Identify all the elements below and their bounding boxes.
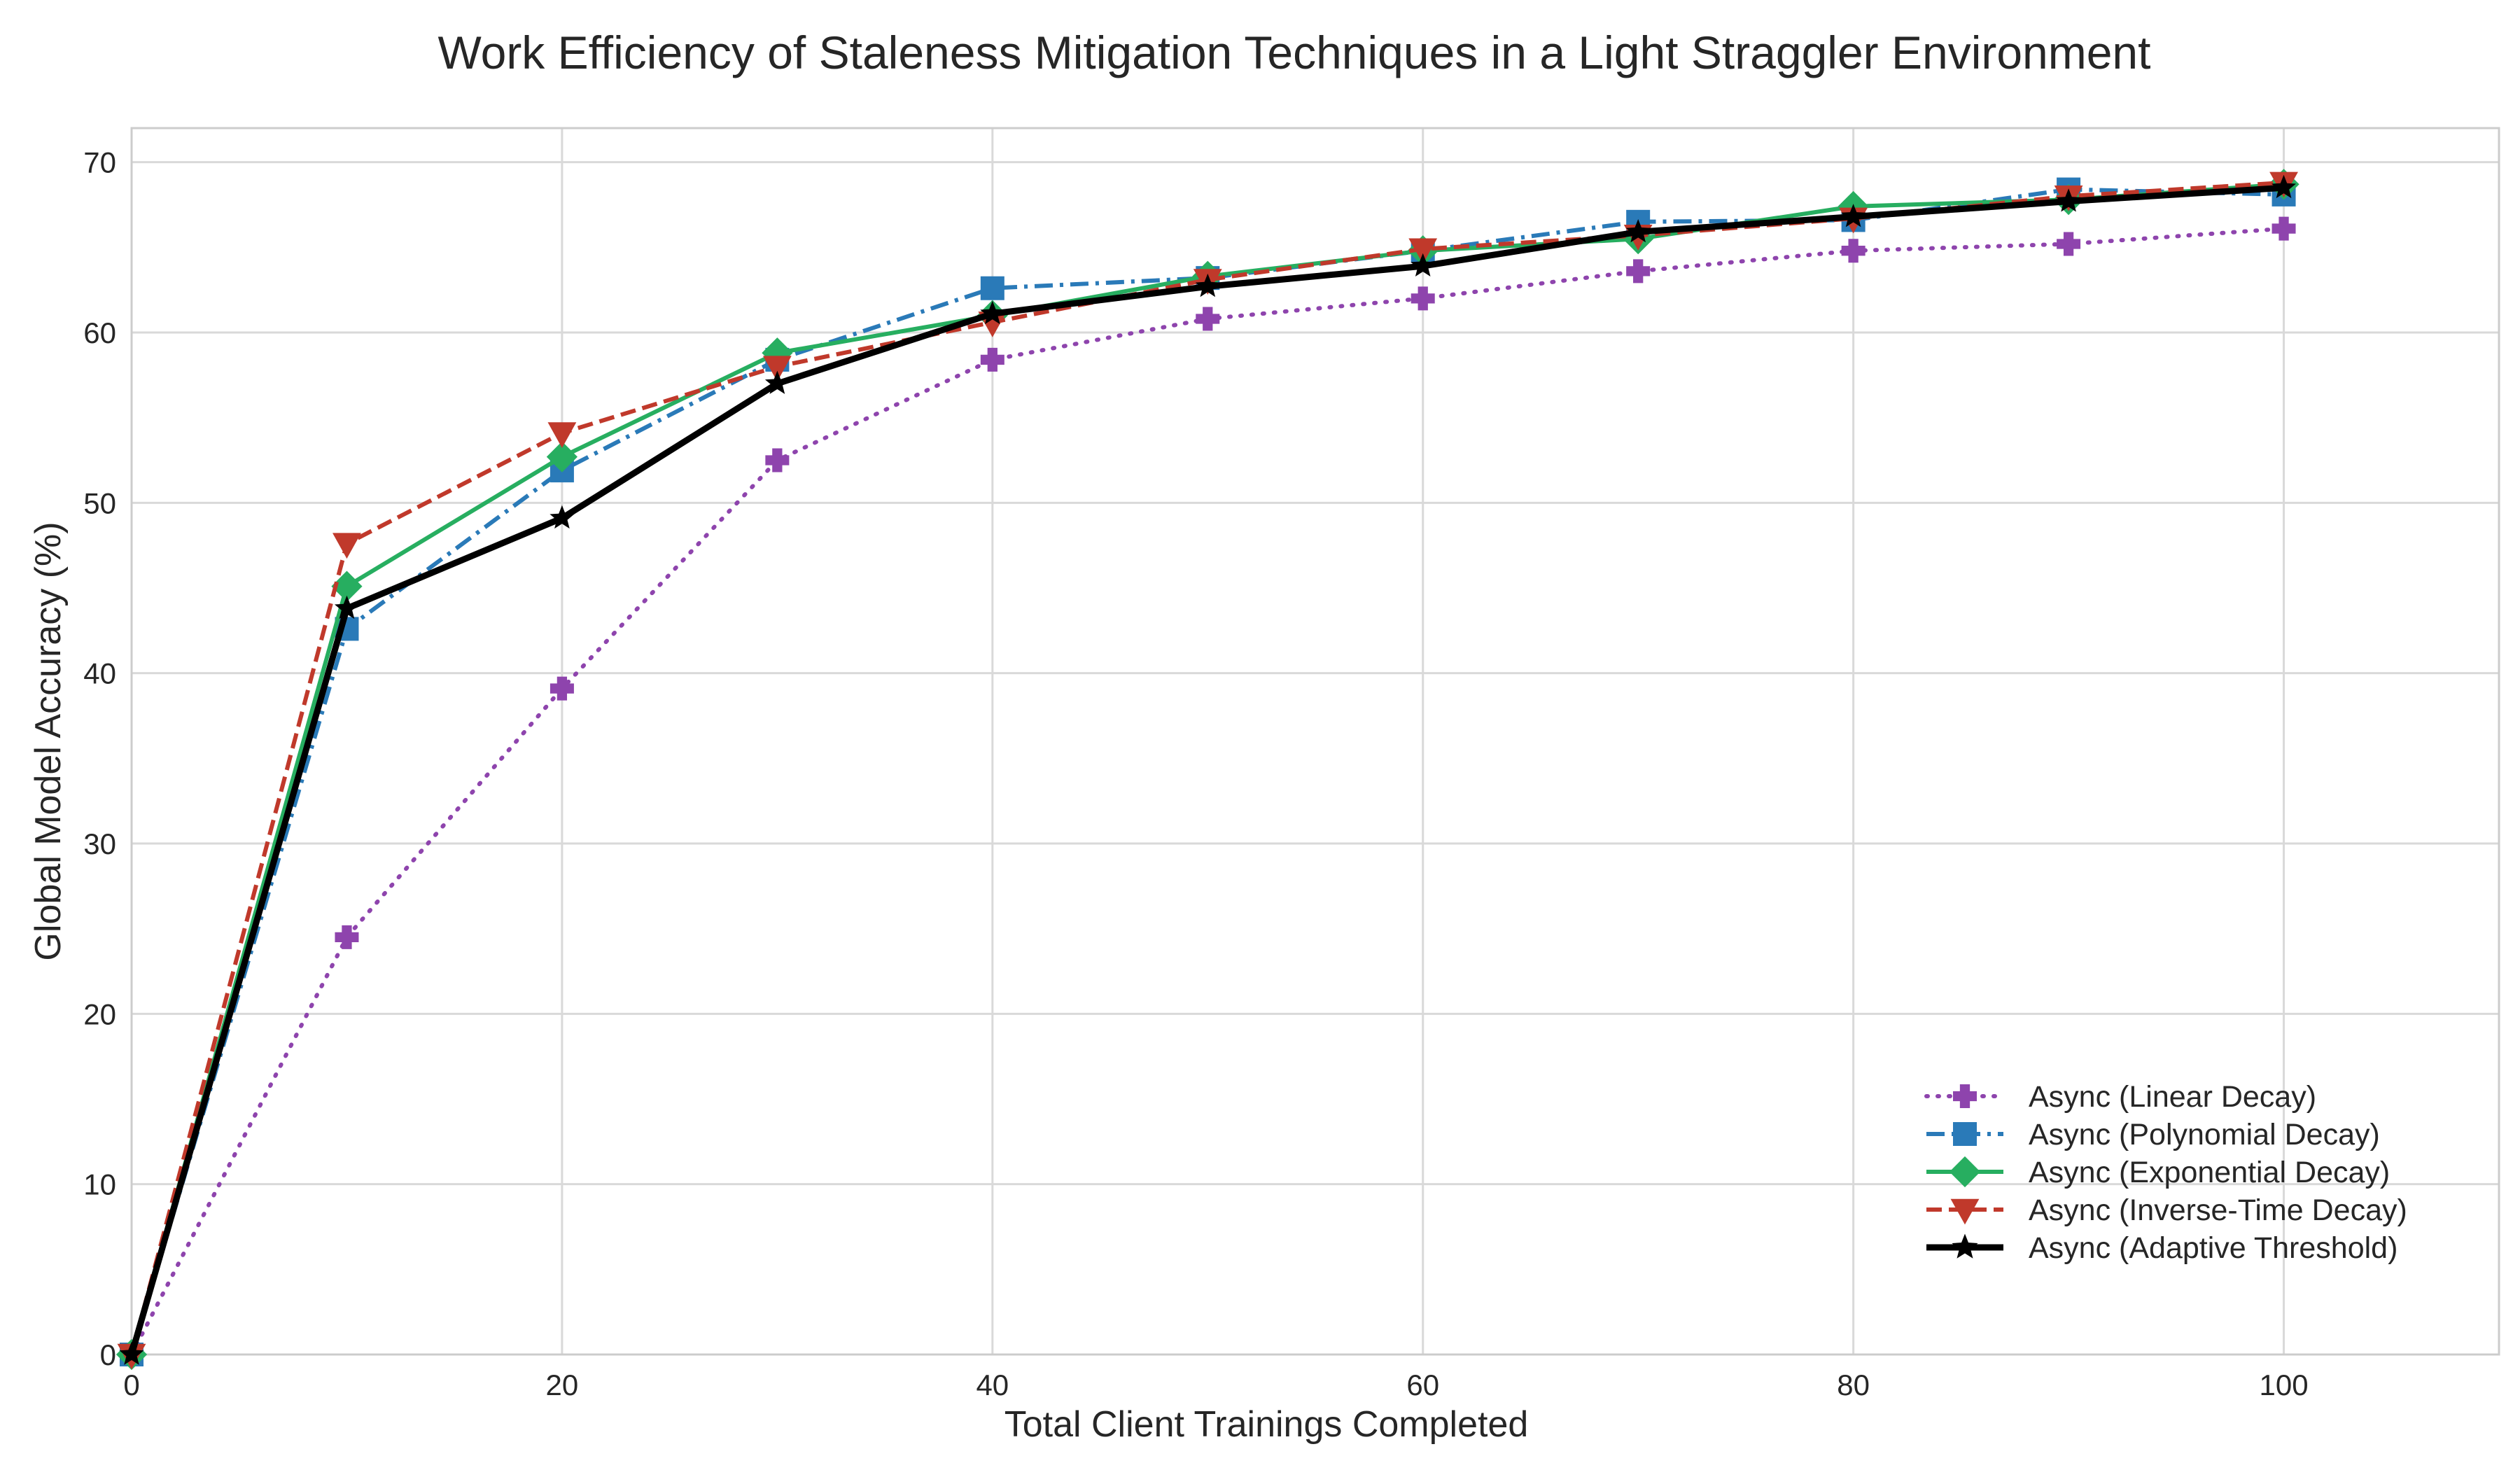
y-axis-label: Global Model Accuracy (%) xyxy=(28,522,69,960)
plot-area-frame xyxy=(130,127,2500,1356)
legend-marker xyxy=(1950,1198,1980,1225)
data-point-marker xyxy=(550,505,575,529)
y-tick-label: 60 xyxy=(83,316,116,349)
chart-title: Work Efficiency of Staleness Mitigation … xyxy=(438,27,2151,78)
data-point-marker xyxy=(2057,232,2081,256)
data-point-marker xyxy=(1195,273,1220,298)
data-point-marker xyxy=(1196,307,1220,331)
data-point-marker xyxy=(1410,286,1435,311)
data-point-marker xyxy=(1626,259,1651,284)
x-tick-label: 60 xyxy=(1406,1368,1439,1401)
x-tick-label: 0 xyxy=(123,1368,139,1401)
data-point-marker xyxy=(119,1341,144,1365)
data-point-marker xyxy=(764,370,790,394)
y-tick-label: 10 xyxy=(83,1168,116,1201)
axis-ticks: 0 20 40 60 80 100 0 10 20 30 40 50 60 70 xyxy=(83,146,2308,1401)
series-line xyxy=(130,226,2286,1357)
legend-entry: Async (Adaptive Threshold) xyxy=(1926,1231,2398,1265)
data-point-marker xyxy=(332,533,361,559)
data-point-marker xyxy=(980,347,1004,372)
y-tick-label: 40 xyxy=(83,657,116,690)
data-point-marker xyxy=(762,356,792,382)
data-point-marker xyxy=(331,570,363,602)
series-lines xyxy=(115,169,2300,1371)
x-tick-label: 100 xyxy=(2260,1368,2309,1401)
legend-entry: Async (Inverse-Time Decay) xyxy=(1926,1194,2407,1227)
data-point-marker xyxy=(1625,219,1651,243)
y-tick-label: 70 xyxy=(83,146,116,179)
legend-label: Async (Exponential Decay) xyxy=(2029,1156,2390,1189)
data-point-marker xyxy=(1410,253,1436,276)
legend: Async (Linear Decay) Async (Polynomial De… xyxy=(1924,1080,2407,1265)
legend-marker xyxy=(1953,1084,1977,1108)
legend-marker xyxy=(1952,1233,1978,1259)
grid-lines xyxy=(130,128,2499,1356)
legend-label: Async (Adaptive Threshold) xyxy=(2029,1231,2398,1265)
data-point-marker xyxy=(765,448,790,472)
legend-label: Async (Inverse-Time Decay) xyxy=(2029,1194,2407,1227)
legend-label: Async (Linear Decay) xyxy=(2029,1080,2316,1114)
series-5 xyxy=(119,174,2296,1365)
legend-label: Async (Polynomial Decay) xyxy=(2029,1118,2380,1152)
series-1 xyxy=(120,216,2296,1366)
legend-entry: Async (Polynomial Decay) xyxy=(1926,1118,2380,1152)
series-4 xyxy=(117,172,2298,1370)
data-point-marker xyxy=(1408,238,1438,265)
legend-marker xyxy=(1953,1122,1977,1146)
data-point-marker xyxy=(547,422,577,448)
x-axis-label: Total Client Trainings Completed xyxy=(1004,1404,1529,1445)
data-point-marker xyxy=(980,300,1005,325)
x-tick-label: 40 xyxy=(976,1368,1009,1401)
data-point-marker xyxy=(550,676,574,701)
data-point-marker xyxy=(980,276,1004,300)
y-tick-label: 30 xyxy=(83,827,116,860)
data-point-marker xyxy=(2272,174,2296,199)
data-point-marker xyxy=(335,595,359,620)
y-tick-label: 50 xyxy=(83,486,116,519)
data-point-marker xyxy=(1841,204,1866,227)
series-3 xyxy=(115,169,2300,1371)
legend-marker xyxy=(1949,1156,1981,1188)
data-point-marker xyxy=(1841,239,1865,263)
data-point-marker xyxy=(546,441,578,472)
x-tick-label: 20 xyxy=(546,1368,579,1401)
series-2 xyxy=(120,177,2296,1366)
data-point-marker xyxy=(335,925,359,949)
data-point-marker xyxy=(2272,216,2296,241)
x-tick-label: 80 xyxy=(1837,1368,1870,1401)
y-tick-label: 20 xyxy=(83,997,116,1030)
data-point-marker xyxy=(2056,188,2081,212)
legend-entry: Async (Linear Decay) xyxy=(1924,1080,2316,1114)
legend-entry: Async (Exponential Decay) xyxy=(1926,1156,2390,1189)
y-tick-label: 0 xyxy=(100,1338,116,1371)
